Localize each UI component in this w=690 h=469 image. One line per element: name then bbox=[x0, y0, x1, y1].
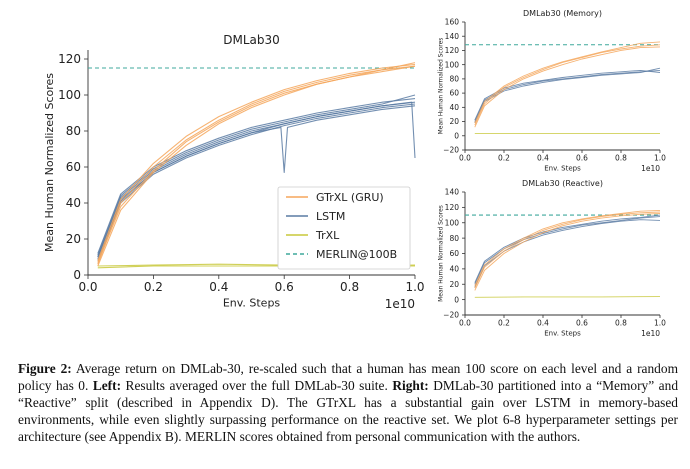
y-tick-label: 120 bbox=[58, 52, 81, 66]
x-tick-label: 1.0 bbox=[654, 154, 666, 163]
x-tick-label: 1.0 bbox=[405, 280, 424, 294]
x-tick-label: 1.0 bbox=[654, 319, 666, 328]
y-tick-label: 20 bbox=[449, 280, 459, 289]
x-tick-label: 0.2 bbox=[498, 319, 510, 328]
y-tick-label: 100 bbox=[445, 218, 460, 227]
legend-box bbox=[277, 186, 411, 270]
y-tick-label: 120 bbox=[445, 46, 460, 55]
x-tick-label: 0.2 bbox=[498, 154, 510, 163]
figure: 0.0 0.2 0.4 0.6 0.8 1.0 0 20 40 60 80 100 120 DMLab30… bbox=[43, 9, 667, 338]
y-tick-label: 0 bbox=[454, 295, 459, 304]
legend-entry: GTrXL (GRU) bbox=[316, 191, 384, 204]
series-line-gtrxl-gru bbox=[97, 65, 416, 265]
series-line-gtrxl-gru bbox=[474, 41, 661, 124]
x-tick-label: 0.8 bbox=[340, 280, 359, 294]
x-tick-label: 0.8 bbox=[615, 154, 627, 163]
y-tick-label: 80 bbox=[449, 75, 459, 84]
y-tick-label: 100 bbox=[445, 60, 460, 69]
series-line-lstm bbox=[474, 219, 661, 288]
y-tick-label: 120 bbox=[445, 203, 460, 212]
chart-memory: 0.0 0.2 0.4 0.6 0.8 1.0 −20 0 20 40 60 80 100 120 140 1… bbox=[438, 9, 667, 173]
y-tick-label: 40 bbox=[449, 103, 459, 112]
series-line-gtrxl-gru bbox=[474, 209, 661, 286]
y-tick-label: 20 bbox=[66, 232, 81, 246]
series-line-lstm bbox=[97, 103, 416, 260]
x-multiplier-label: 1e10 bbox=[641, 164, 660, 173]
y-tick-label: 60 bbox=[449, 89, 459, 98]
chart-main: 0.0 0.2 0.4 0.6 0.8 1.0 0 20 40 60 80 100 120 DMLab30… bbox=[43, 33, 425, 311]
y-tick-label: 40 bbox=[66, 196, 81, 210]
chart-reactive: 0.0 0.2 0.4 0.6 0.8 1.0 −20 0 20 40 60 80 100 120 140 D… bbox=[438, 179, 667, 338]
caption-text-1: Average return on DMLab-30, re-scaled su… bbox=[18, 361, 678, 393]
y-axis-label: Mean Human Normalized Scores bbox=[438, 205, 445, 302]
x-tick-label: 0.0 bbox=[459, 154, 471, 163]
caption-text-3: DMLab-30 partitioned into a “Memory” and… bbox=[18, 378, 679, 444]
y-tick-label: 0 bbox=[454, 131, 459, 140]
caption-text-2: Results averaged over the full DMLab-30 … bbox=[121, 378, 393, 393]
series-line-gtrxl-gru bbox=[97, 65, 416, 267]
y-tick-label: 100 bbox=[58, 88, 81, 102]
y-tick-label: 20 bbox=[449, 117, 459, 126]
series-line-gtrxl-gru bbox=[97, 62, 416, 263]
series-line-lstm bbox=[474, 67, 661, 124]
series-line-lstm bbox=[474, 69, 661, 121]
series-line-lstm bbox=[474, 214, 661, 283]
legend-entry: LSTM bbox=[316, 210, 345, 223]
series-line-gtrxl-gru bbox=[474, 211, 661, 289]
series-line-lstm bbox=[97, 94, 416, 256]
y-tick-label: 80 bbox=[66, 124, 81, 138]
chart-title: DMLab30 (Memory) bbox=[523, 9, 602, 18]
y-tick-label: 60 bbox=[449, 249, 459, 258]
x-tick-label: 0.4 bbox=[537, 154, 549, 163]
caption-right-label: Right: bbox=[392, 378, 429, 393]
x-tick-label: 0.6 bbox=[275, 280, 294, 294]
x-axis-label: Env. Steps bbox=[544, 329, 581, 337]
chart-title: DMLab30 (Reactive) bbox=[522, 179, 603, 188]
y-tick-label: 140 bbox=[445, 32, 460, 41]
x-tick-label: 0.8 bbox=[615, 319, 627, 328]
y-tick-label: 60 bbox=[66, 160, 81, 174]
x-tick-label: 0.2 bbox=[144, 280, 163, 294]
x-tick-label: 0.6 bbox=[576, 319, 588, 328]
y-tick-label: 0 bbox=[73, 268, 81, 282]
legend-entry: TrXL bbox=[315, 229, 340, 242]
x-multiplier-label: 1e10 bbox=[385, 297, 415, 311]
series-line-trxl bbox=[474, 296, 661, 298]
x-tick-label: 0.0 bbox=[78, 280, 97, 294]
y-tick-label: 160 bbox=[445, 18, 460, 27]
y-axis-label: Mean Human Normalized Scores bbox=[438, 38, 445, 135]
y-axis-label: Mean Human Normalized Scores bbox=[43, 73, 56, 252]
chart-title: DMLab30 bbox=[223, 33, 280, 47]
y-tick-label: 140 bbox=[445, 188, 460, 197]
y-tick-label: 40 bbox=[449, 265, 459, 274]
legend-entry: MERLIN@100B bbox=[316, 248, 397, 261]
series-line-gtrxl-gru bbox=[474, 46, 661, 128]
series-line-gtrxl-gru bbox=[97, 63, 416, 261]
y-tick-label: 80 bbox=[449, 234, 459, 243]
caption-left-label: Left: bbox=[92, 378, 122, 393]
series-line-lstm bbox=[474, 69, 661, 122]
x-tick-label: 0.4 bbox=[537, 319, 549, 328]
series-line-gtrxl-gru bbox=[474, 213, 661, 291]
x-tick-label: 0.6 bbox=[576, 154, 588, 163]
x-axis-label: Env. Steps bbox=[223, 297, 281, 310]
x-axis-label: Env. Steps bbox=[544, 164, 581, 172]
x-tick-label: 0.4 bbox=[209, 280, 228, 294]
y-tick-label: −20 bbox=[443, 146, 459, 155]
legend: GTrXL (GRU) LSTM TrXL MERLIN@100B bbox=[277, 186, 411, 270]
series-line-lstm bbox=[474, 216, 661, 285]
y-tick-label: −20 bbox=[443, 311, 459, 320]
x-multiplier-label: 1e10 bbox=[641, 329, 660, 338]
x-tick-label: 0.0 bbox=[459, 319, 471, 328]
caption-figure-label: Figure 2: bbox=[18, 361, 72, 376]
series-line-gtrxl-gru bbox=[474, 44, 661, 126]
figure-caption: Figure 2: Average return on DMLab-30, re… bbox=[18, 360, 678, 445]
